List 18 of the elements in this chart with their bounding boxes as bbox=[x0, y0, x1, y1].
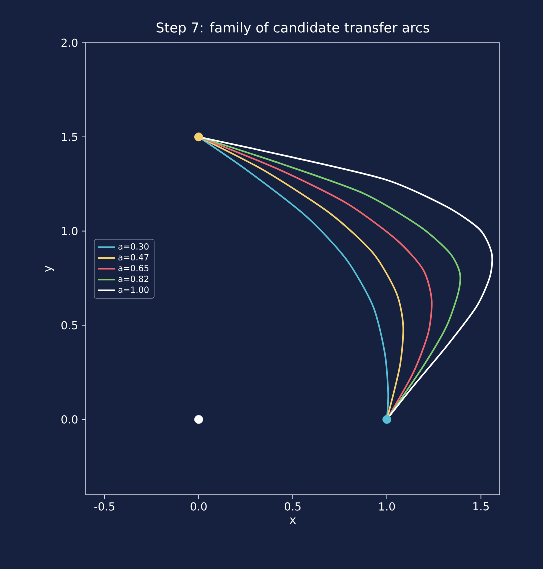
legend-label: a=1.00 bbox=[118, 286, 149, 294]
x-axis-title: x bbox=[290, 518, 296, 524]
legend-label: a=0.30 bbox=[118, 243, 149, 250]
x-tick-label: 1.0 bbox=[380, 502, 396, 511]
x-tick-label: 0.0 bbox=[190, 502, 207, 511]
legend-label: a=0.47 bbox=[118, 254, 149, 261]
chart-title: Step 7: family of candidate transfer arcs bbox=[156, 22, 430, 36]
x-tick-label: -0.5 bbox=[94, 502, 115, 511]
x-tick-label: 1.5 bbox=[474, 502, 489, 511]
y-tick-label: 2.0 bbox=[62, 38, 78, 48]
y-tick-label: 1.0 bbox=[62, 227, 78, 236]
legend-label: a=0.65 bbox=[118, 265, 149, 272]
y-tick-label: 0.0 bbox=[62, 416, 78, 424]
y-tick-label: 1.5 bbox=[62, 133, 78, 142]
x-tick-label: 0.5 bbox=[284, 502, 301, 511]
y-axis-title: y bbox=[45, 266, 54, 272]
legend-label: a=0.82 bbox=[118, 276, 149, 282]
y-tick-label: 0.5 bbox=[62, 321, 78, 330]
